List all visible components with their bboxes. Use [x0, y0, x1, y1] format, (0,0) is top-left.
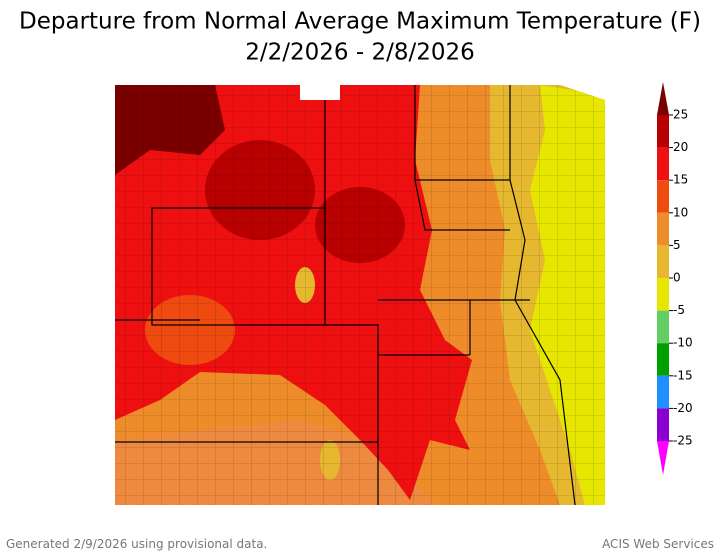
colorbar-segment	[657, 375, 669, 409]
footer-credit: ACIS Web Services	[602, 537, 714, 551]
colorbar-segment	[657, 278, 669, 311]
colorbar: 25 20 15 10 5 0 -5 -10 -15 -20 -25	[657, 82, 693, 475]
colorbar-segment	[657, 212, 669, 246]
tick-label: -20	[673, 401, 693, 415]
colorbar-end	[657, 441, 669, 475]
colorbar-segment	[657, 310, 669, 344]
colorbar-end	[657, 82, 669, 115]
colorbar-segment	[657, 147, 669, 181]
county-lines	[115, 85, 605, 505]
tick-label: 25	[673, 108, 688, 122]
tick-label: -5	[673, 303, 685, 317]
tick-label: 15	[673, 173, 688, 187]
state-lines	[115, 85, 576, 505]
colorbar-segment	[657, 408, 669, 441]
colorbar-segment	[657, 343, 669, 376]
tick-label: 10	[673, 205, 688, 219]
colorbar-segment	[657, 245, 669, 278]
colorbar-segment	[657, 180, 669, 213]
map-subtitle: 2/2/2026 - 2/8/2026	[245, 40, 475, 66]
tick-label: 5	[673, 238, 681, 252]
footer-note: Generated 2/9/2026 using provisional dat…	[6, 537, 267, 551]
map	[115, 85, 605, 505]
tick-label: -10	[673, 336, 693, 350]
colorbar-segment	[657, 115, 669, 148]
tick-label: 20	[673, 140, 688, 154]
tick-label: -15	[673, 368, 693, 382]
map-title: Departure from Normal Average Maximum Te…	[19, 9, 701, 35]
tick-label: -25	[673, 434, 693, 448]
lake	[300, 85, 340, 100]
tick-label: 0	[673, 271, 681, 285]
